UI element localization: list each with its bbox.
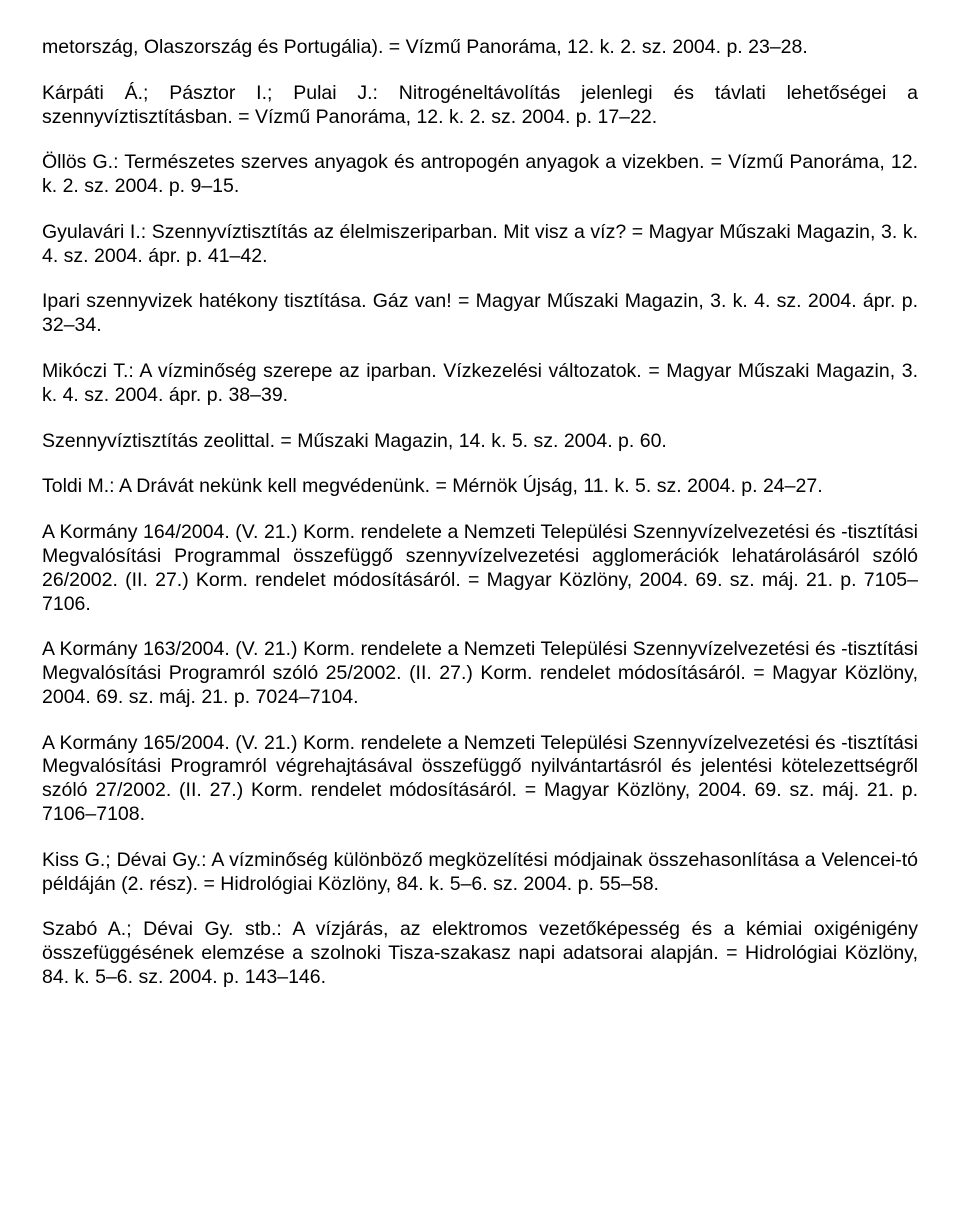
bibliography-entry: Ipari szennyvizek hatékony tisztítása. G…: [42, 290, 918, 338]
bibliography-entry: Szennyvíztisztítás zeolittal. = Műszaki …: [42, 430, 918, 454]
bibliography-entry: Szabó A.; Dévai Gy. stb.: A vízjárás, az…: [42, 918, 918, 989]
bibliography-entry: Kárpáti Á.; Pásztor I.; Pulai J.: Nitrog…: [42, 82, 918, 130]
bibliography-list: metország, Olaszország és Portugália). =…: [42, 36, 918, 990]
bibliography-entry: metország, Olaszország és Portugália). =…: [42, 36, 918, 60]
bibliography-entry: Gyulavári I.: Szennyvíztisztítás az élel…: [42, 221, 918, 269]
bibliography-entry: A Kormány 163/2004. (V. 21.) Korm. rende…: [42, 638, 918, 709]
bibliography-entry: Kiss G.; Dévai Gy.: A vízminőség különbö…: [42, 849, 918, 897]
bibliography-entry: Öllös G.: Természetes szerves anyagok és…: [42, 151, 918, 199]
bibliography-entry: A Kormány 164/2004. (V. 21.) Korm. rende…: [42, 521, 918, 616]
bibliography-entry: Mikóczi T.: A vízminőség szerepe az ipar…: [42, 360, 918, 408]
bibliography-entry: Toldi M.: A Drávát nekünk kell megvédenü…: [42, 475, 918, 499]
bibliography-entry: A Kormány 165/2004. (V. 21.) Korm. rende…: [42, 732, 918, 827]
